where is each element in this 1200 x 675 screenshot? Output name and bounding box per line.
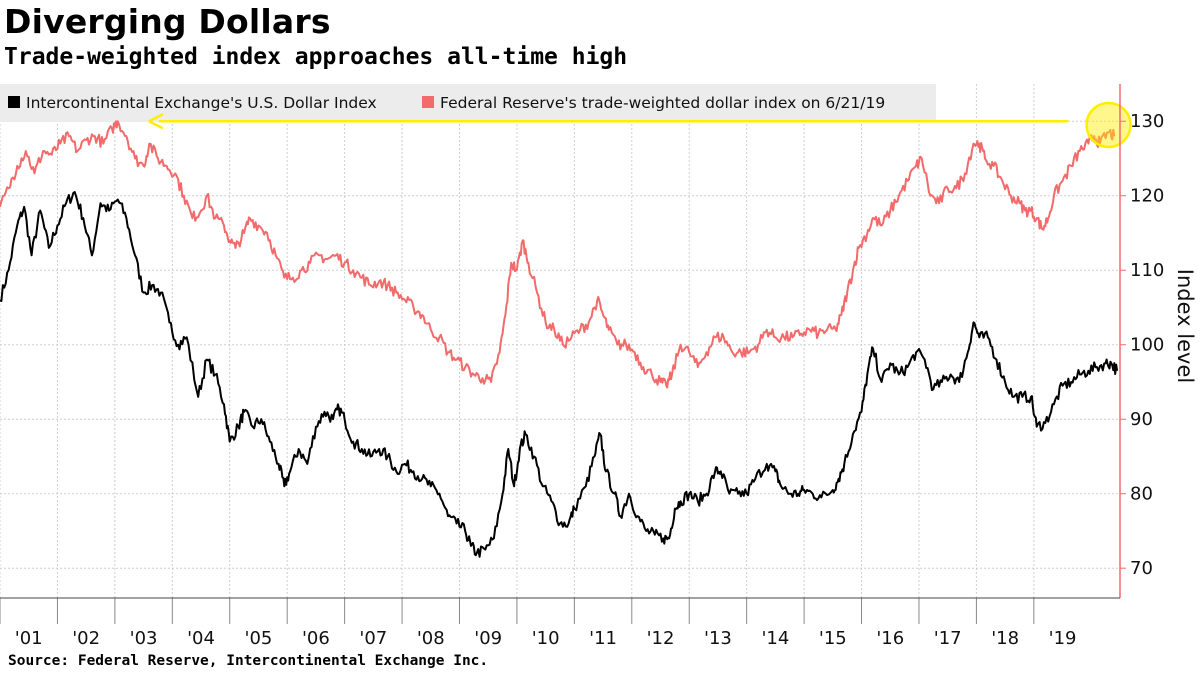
x-tick-label: '14 xyxy=(761,628,789,649)
legend-swatch-fed xyxy=(422,96,434,108)
x-tick-label: '03 xyxy=(130,628,158,649)
x-tick-label: '16 xyxy=(876,628,904,649)
chart-subtitle: Trade-weighted index approaches all-time… xyxy=(4,44,628,70)
y-tick-label: 70 xyxy=(1130,558,1153,579)
x-tick-label: '01 xyxy=(15,628,43,649)
axes: 70 80 90 100 110 120 130 '01 '02 '03 '04 '05 '06 '07 '… xyxy=(0,84,1164,649)
y-axis-title: Index level xyxy=(1173,269,1197,383)
y-tick-label: 120 xyxy=(1130,186,1164,207)
x-tick-label: '18 xyxy=(991,628,1019,649)
series-line-fed xyxy=(0,120,1116,389)
series-line-dxy xyxy=(0,191,1119,558)
x-tick-label: '10 xyxy=(532,628,560,649)
y-tick-label: 90 xyxy=(1130,409,1153,430)
legend-label-fed: Federal Reserve's trade-weighted dollar … xyxy=(440,94,885,112)
x-tick-label: '15 xyxy=(819,628,847,649)
highlight-arrow-head xyxy=(148,113,164,130)
x-tick-label: '06 xyxy=(302,628,330,649)
x-tick-label: '04 xyxy=(187,628,215,649)
chart-title: Diverging Dollars xyxy=(4,2,331,41)
legend-background xyxy=(0,84,936,122)
x-tick-label: '13 xyxy=(704,628,732,649)
legend-swatch-dxy xyxy=(8,96,20,108)
legend: Intercontinental Exchange's U.S. Dollar … xyxy=(0,84,936,122)
x-tick-label: '07 xyxy=(359,628,387,649)
legend-label-dxy: Intercontinental Exchange's U.S. Dollar … xyxy=(26,94,377,112)
x-tick-label: '11 xyxy=(589,628,617,649)
y-tick-label: 110 xyxy=(1130,260,1164,281)
highlight-circle xyxy=(1085,101,1132,149)
x-tick-label: '09 xyxy=(474,628,502,649)
series-lines xyxy=(0,120,1119,558)
x-tick-label: '12 xyxy=(647,628,675,649)
x-tick-label: '08 xyxy=(417,628,445,649)
y-tick-label: 100 xyxy=(1130,335,1164,356)
y-tick-label: 80 xyxy=(1130,484,1153,505)
source-note: Source: Federal Reserve, Intercontinenta… xyxy=(8,653,489,669)
x-tick-label: '05 xyxy=(245,628,273,649)
x-tick-label: '17 xyxy=(934,628,962,649)
x-tick-label: '19 xyxy=(1049,628,1077,649)
x-tick-label: '02 xyxy=(72,628,100,649)
y-tick-label: 130 xyxy=(1130,111,1164,132)
